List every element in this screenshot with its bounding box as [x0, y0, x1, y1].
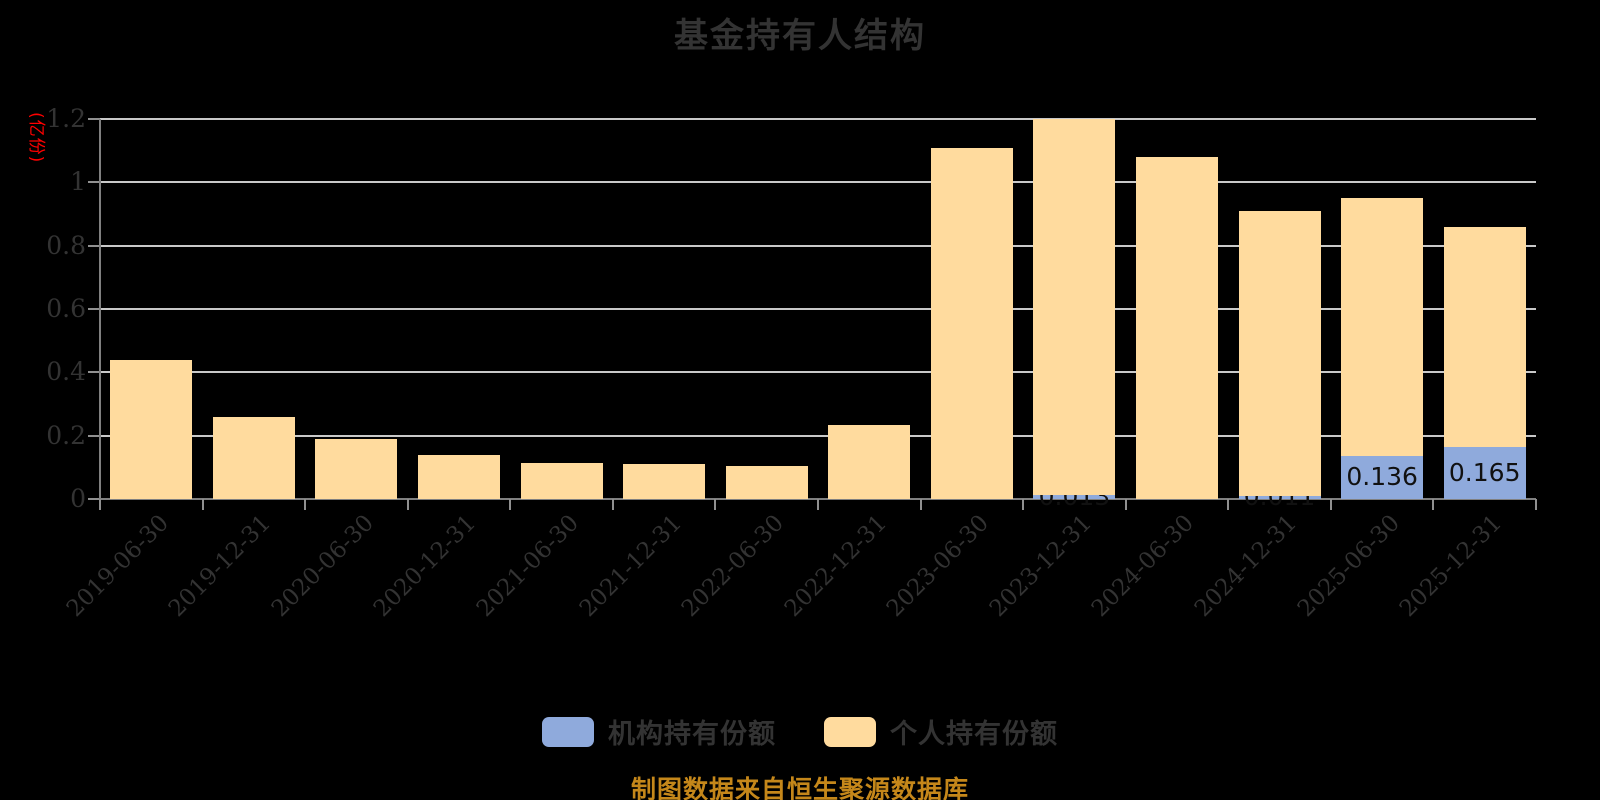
x-axis-label-2020-06-30: 2020-06-30 — [266, 510, 379, 623]
bar-2020-12-31-individual — [418, 454, 500, 499]
bar-2024-12-31-institutional — [1238, 495, 1321, 499]
x-axis-tick — [304, 499, 307, 510]
x-axis-label-2025-12-31: 2025-12-31 — [1394, 510, 1508, 623]
x-axis-label-2022-06-30: 2022-06-30 — [676, 510, 790, 623]
x-axis-label-2024-06-30: 2024-06-30 — [1087, 510, 1200, 623]
x-axis-label-2019-12-31: 2019-12-31 — [164, 510, 277, 623]
y-axis-tick — [88, 498, 100, 500]
x-axis-label-2021-06-30: 2021-06-30 — [471, 510, 584, 623]
bar-2022-12-31-individual — [828, 424, 911, 499]
gridline-y-0.8 — [100, 244, 1536, 247]
y-axis-tick — [88, 434, 100, 437]
x-axis-tick — [1329, 499, 1332, 510]
bar-2019-06-30-individual — [110, 359, 193, 499]
y-axis-tick — [88, 308, 100, 310]
y-axis-tick-label: 1.2 — [46, 104, 86, 133]
x-axis-label-2025-06-30: 2025-06-30 — [1292, 510, 1405, 623]
gridline-y-0.6 — [100, 308, 1536, 310]
bar-2025-06-30-individual — [1341, 198, 1424, 456]
y-axis-tick-label: 0.6 — [46, 294, 86, 323]
legend-item-institutional[interactable]: 机构持有份额 — [542, 712, 776, 751]
x-axis-tick — [201, 499, 204, 510]
x-axis-tick — [611, 499, 614, 510]
gridline-y-0.2 — [100, 434, 1536, 437]
bar-2021-12-31-individual — [623, 464, 706, 499]
gridline-y-0.4 — [100, 371, 1536, 374]
y-axis-tick-label: 0.8 — [46, 230, 86, 260]
y-axis-tick-label: 0.4 — [46, 357, 86, 387]
bar-2024-12-31-individual — [1238, 210, 1321, 496]
bar-2023-12-31-individual — [1033, 119, 1116, 495]
legend-item-individual[interactable]: 个人持有份额 — [824, 712, 1058, 751]
legend: 机构持有份额 个人持有份额 — [0, 712, 1600, 751]
legend-swatch-institutional-icon — [542, 716, 594, 747]
bar-value-label: 0.165 — [1448, 457, 1521, 487]
x-axis-tick — [919, 499, 922, 510]
x-axis-tick — [1535, 499, 1537, 510]
x-axis-tick — [1432, 499, 1435, 510]
legend-label-individual: 个人持有份额 — [890, 719, 1058, 750]
bar-2023-12-31-institutional — [1033, 494, 1116, 499]
y-axis-unit-label: (亿份) — [26, 112, 46, 164]
bar-2023-06-30-individual — [930, 147, 1013, 499]
y-axis-tick-label: 1 — [70, 167, 86, 197]
y-axis-tick — [88, 244, 100, 247]
chart-title: 基金持有人结构 — [674, 16, 926, 56]
x-axis-tick — [99, 499, 101, 510]
x-axis-label-2021-12-31: 2021-12-31 — [574, 510, 687, 623]
x-axis-tick — [509, 499, 512, 510]
gridline-y-1.2 — [100, 118, 1536, 120]
y-axis-tick — [88, 371, 100, 374]
x-axis-tick — [1124, 499, 1127, 510]
x-axis-label-2020-12-31: 2020-12-31 — [369, 510, 482, 623]
bar-2020-06-30-individual — [315, 438, 398, 499]
y-axis-tick — [88, 181, 100, 184]
y-axis-tick-label: 0 — [70, 484, 86, 513]
bar-2022-06-30-individual — [725, 465, 808, 499]
x-axis-label-2019-06-30: 2019-06-30 — [61, 510, 174, 623]
x-axis-tick — [406, 499, 409, 510]
y-axis-tick-label: 0.2 — [46, 420, 86, 450]
bar-2025-12-31-institutional — [1443, 446, 1526, 499]
bar-2021-06-30-individual — [520, 462, 603, 499]
bar-2025-12-31-individual — [1443, 226, 1526, 447]
x-axis-tick — [1227, 499, 1230, 510]
bar-2019-12-31-individual — [212, 416, 295, 499]
legend-label-institutional: 机构持有份额 — [608, 719, 776, 750]
legend-swatch-individual-icon — [824, 716, 876, 747]
gridline-y-1 — [100, 181, 1536, 184]
x-axis-tick — [817, 499, 819, 510]
x-axis-label-2024-12-31: 2024-12-31 — [1189, 510, 1302, 623]
y-axis-line — [99, 119, 101, 510]
bar-2025-06-30-institutional — [1341, 455, 1424, 499]
y-axis-tick — [88, 118, 100, 120]
x-axis-label-2022-12-31: 2022-12-31 — [779, 510, 892, 623]
x-axis-tick — [1022, 499, 1025, 510]
data-source-caption: 制图数据来自恒生聚源数据库 — [630, 775, 969, 800]
bar-value-label: 0.136 — [1346, 462, 1418, 492]
x-axis-tick — [714, 499, 717, 510]
x-axis-label-2023-12-31: 2023-12-31 — [984, 510, 1097, 623]
bar-2024-06-30-individual — [1136, 157, 1218, 499]
x-axis-label-2023-06-30: 2023-06-30 — [882, 510, 995, 623]
